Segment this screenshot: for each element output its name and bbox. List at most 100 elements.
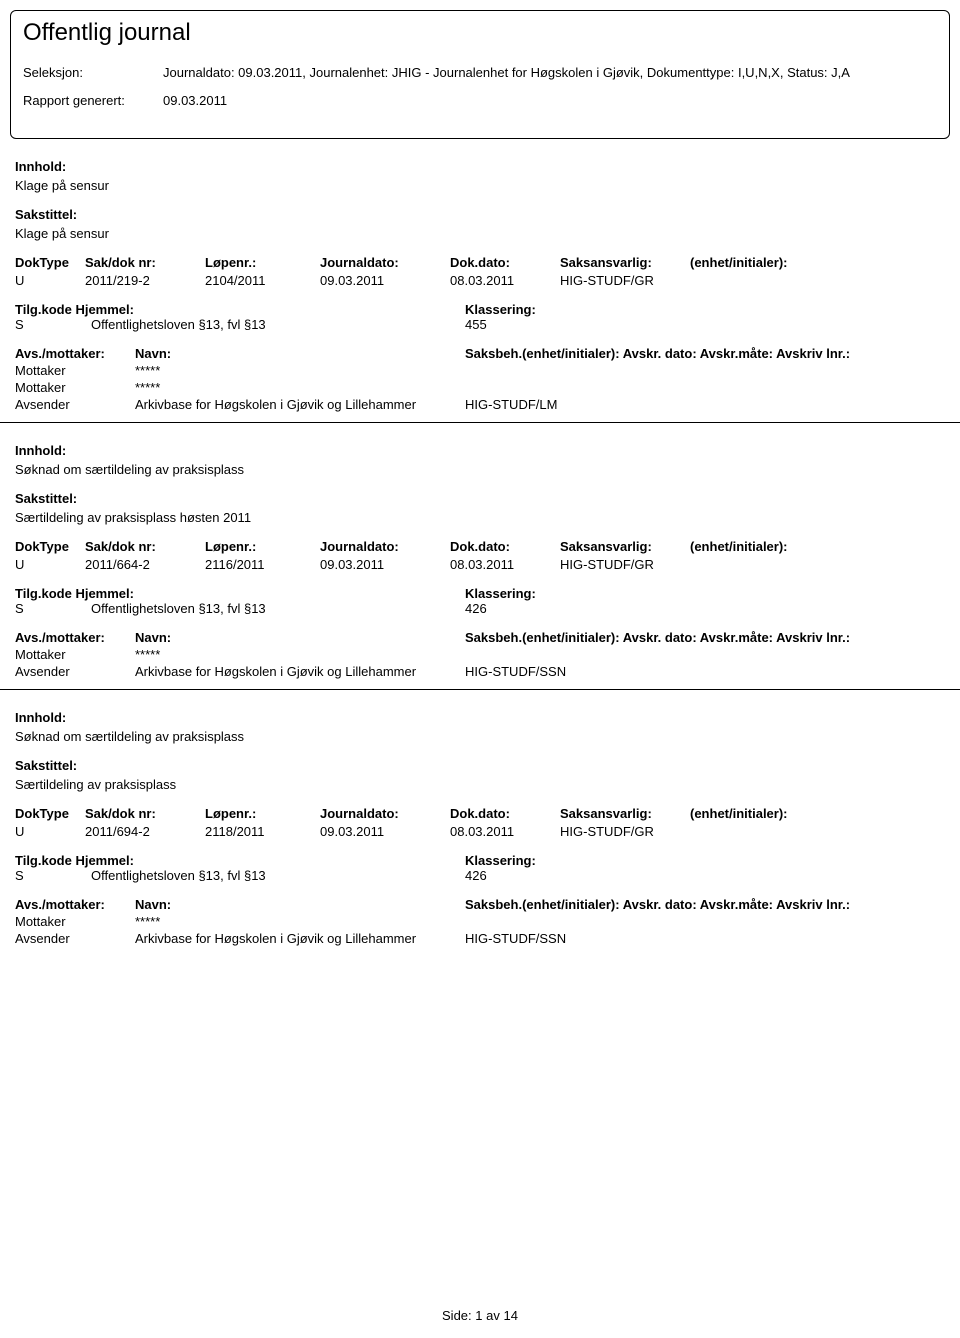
- party-saksbeh: [465, 914, 945, 929]
- enhet-value: [690, 557, 945, 572]
- entry-table-row: U 2011/664-2 2116/2011 09.03.2011 08.03.…: [15, 557, 945, 572]
- sakstittel-text: Særtildeling av praksisplass høsten 2011: [15, 510, 945, 525]
- journal-header-box: Offentlig journal Seleksjon: Journaldato…: [10, 10, 950, 139]
- klassering-label: Klassering:: [465, 853, 536, 868]
- lopenr-value: 2118/2011: [205, 824, 320, 839]
- avsmottaker-label: Avs./mottaker:: [15, 630, 135, 645]
- rapport-value: 09.03.2011: [163, 91, 937, 111]
- hjemmel-value: Offentlighetsloven §13, fvl §13: [91, 317, 465, 332]
- tilgkode-label: Tilg.kode: [15, 586, 72, 601]
- lopenr-value: 2104/2011: [205, 273, 320, 288]
- entry-table-header: DokType Sak/dok nr: Løpenr.: Journaldato…: [15, 806, 945, 821]
- enhet-value: [690, 273, 945, 288]
- party-saksbeh: [465, 647, 945, 662]
- party-row: Avsender Arkivbase for Høgskolen i Gjøvi…: [15, 664, 945, 679]
- journal-entry: Innhold: Klage på sensur Sakstittel: Kla…: [0, 139, 960, 423]
- party-navn: *****: [135, 380, 465, 395]
- sakdok-value: 2011/219-2: [85, 273, 205, 288]
- party-role: Mottaker: [15, 363, 135, 378]
- tilgkode-value: S: [15, 317, 91, 332]
- navn-label: Navn:: [135, 897, 465, 912]
- enhet-value: [690, 824, 945, 839]
- lopenr-header: Løpenr.:: [205, 806, 320, 821]
- saksansvarlig-value: HIG-STUDF/GR: [560, 557, 690, 572]
- innhold-label: Innhold:: [15, 443, 945, 458]
- dokdato-header: Dok.dato:: [450, 806, 560, 821]
- sakdok-header: Sak/dok nr:: [85, 539, 205, 554]
- journaldato-header: Journaldato:: [320, 539, 450, 554]
- saksansvarlig-header: Saksansvarlig:: [560, 539, 690, 554]
- party-saksbeh: HIG-STUDF/LM: [465, 397, 945, 412]
- party-row: Mottaker *****: [15, 647, 945, 662]
- party-role: Avsender: [15, 397, 135, 412]
- hjemmel-label: Hjemmel:: [75, 853, 134, 868]
- hjemmel-label: Hjemmel:: [75, 586, 134, 601]
- hjemmel-row: S Offentlighetsloven §13, fvl §13 455: [15, 317, 945, 332]
- seleksjon-value: Journaldato: 09.03.2011, Journalenhet: J…: [163, 63, 937, 83]
- party-navn: *****: [135, 647, 465, 662]
- party-navn: Arkivbase for Høgskolen i Gjøvik og Lill…: [135, 664, 465, 679]
- party-navn: *****: [135, 363, 465, 378]
- party-row: Mottaker *****: [15, 380, 945, 395]
- klassering-value: 455: [465, 317, 945, 332]
- av-label: av: [486, 1308, 500, 1323]
- doktype-header: DokType: [15, 255, 85, 270]
- entry-table-row: U 2011/219-2 2104/2011 09.03.2011 08.03.…: [15, 273, 945, 288]
- sakstittel-text: Særtildeling av praksisplass: [15, 777, 945, 792]
- party-row: Mottaker *****: [15, 914, 945, 929]
- dokdato-value: 08.03.2011: [450, 273, 560, 288]
- doktype-header: DokType: [15, 539, 85, 554]
- party-saksbeh: HIG-STUDF/SSN: [465, 931, 945, 946]
- lopenr-value: 2116/2011: [205, 557, 320, 572]
- dokdato-value: 08.03.2011: [450, 824, 560, 839]
- entries-container: Innhold: Klage på sensur Sakstittel: Kla…: [0, 139, 960, 956]
- party-saksbeh: [465, 363, 945, 378]
- avsmottaker-label: Avs./mottaker:: [15, 346, 135, 361]
- dokdato-header: Dok.dato:: [450, 539, 560, 554]
- sakdok-value: 2011/694-2: [85, 824, 205, 839]
- klassering-label: Klassering:: [465, 302, 536, 317]
- tilgkode-value: S: [15, 601, 91, 616]
- tilgkode-label: Tilg.kode: [15, 302, 72, 317]
- lopenr-header: Løpenr.:: [205, 255, 320, 270]
- tilg-header-row: Tilg.kode Hjemmel: Klassering:: [15, 586, 945, 601]
- sakstittel-text: Klage på sensur: [15, 226, 945, 241]
- klassering-label: Klassering:: [465, 586, 536, 601]
- innhold-label: Innhold:: [15, 710, 945, 725]
- tilgkode-value: S: [15, 868, 91, 883]
- page-total: 14: [504, 1308, 518, 1323]
- page-footer: Side: 1 av 14: [0, 1308, 960, 1323]
- saksbeh-label: Saksbeh.(enhet/initialer): Avskr. dato: …: [465, 346, 945, 361]
- hjemmel-label: Hjemmel:: [75, 302, 134, 317]
- party-role: Mottaker: [15, 647, 135, 662]
- party-navn: Arkivbase for Høgskolen i Gjøvik og Lill…: [135, 931, 465, 946]
- entry-table-header: DokType Sak/dok nr: Løpenr.: Journaldato…: [15, 539, 945, 554]
- enhet-header: (enhet/initialer):: [690, 806, 945, 821]
- lopenr-header: Løpenr.:: [205, 539, 320, 554]
- seleksjon-row: Seleksjon: Journaldato: 09.03.2011, Jour…: [23, 63, 937, 83]
- entry-table-row: U 2011/694-2 2118/2011 09.03.2011 08.03.…: [15, 824, 945, 839]
- saksbeh-label: Saksbeh.(enhet/initialer): Avskr. dato: …: [465, 630, 945, 645]
- hjemmel-value: Offentlighetsloven §13, fvl §13: [91, 601, 465, 616]
- innhold-text: Søknad om særtildeling av praksisplass: [15, 729, 945, 744]
- hjemmel-value: Offentlighetsloven §13, fvl §13: [91, 868, 465, 883]
- sakdok-value: 2011/664-2: [85, 557, 205, 572]
- journaldato-value: 09.03.2011: [320, 273, 450, 288]
- innhold-text: Klage på sensur: [15, 178, 945, 193]
- avsmottaker-label: Avs./mottaker:: [15, 897, 135, 912]
- enhet-header: (enhet/initialer):: [690, 539, 945, 554]
- party-row: Avsender Arkivbase for Høgskolen i Gjøvi…: [15, 931, 945, 946]
- avsmottaker-header-row: Avs./mottaker: Navn: Saksbeh.(enhet/init…: [15, 346, 945, 361]
- dokdato-header: Dok.dato:: [450, 255, 560, 270]
- journaldato-header: Journaldato:: [320, 806, 450, 821]
- sakstittel-label: Sakstittel:: [15, 491, 945, 506]
- journaldato-value: 09.03.2011: [320, 557, 450, 572]
- party-role: Mottaker: [15, 914, 135, 929]
- enhet-header: (enhet/initialer):: [690, 255, 945, 270]
- dokdato-value: 08.03.2011: [450, 557, 560, 572]
- journal-entry: Innhold: Søknad om særtildeling av praks…: [0, 423, 960, 690]
- party-role: Avsender: [15, 664, 135, 679]
- tilg-header-row: Tilg.kode Hjemmel: Klassering:: [15, 853, 945, 868]
- doktype-header: DokType: [15, 806, 85, 821]
- saksansvarlig-value: HIG-STUDF/GR: [560, 824, 690, 839]
